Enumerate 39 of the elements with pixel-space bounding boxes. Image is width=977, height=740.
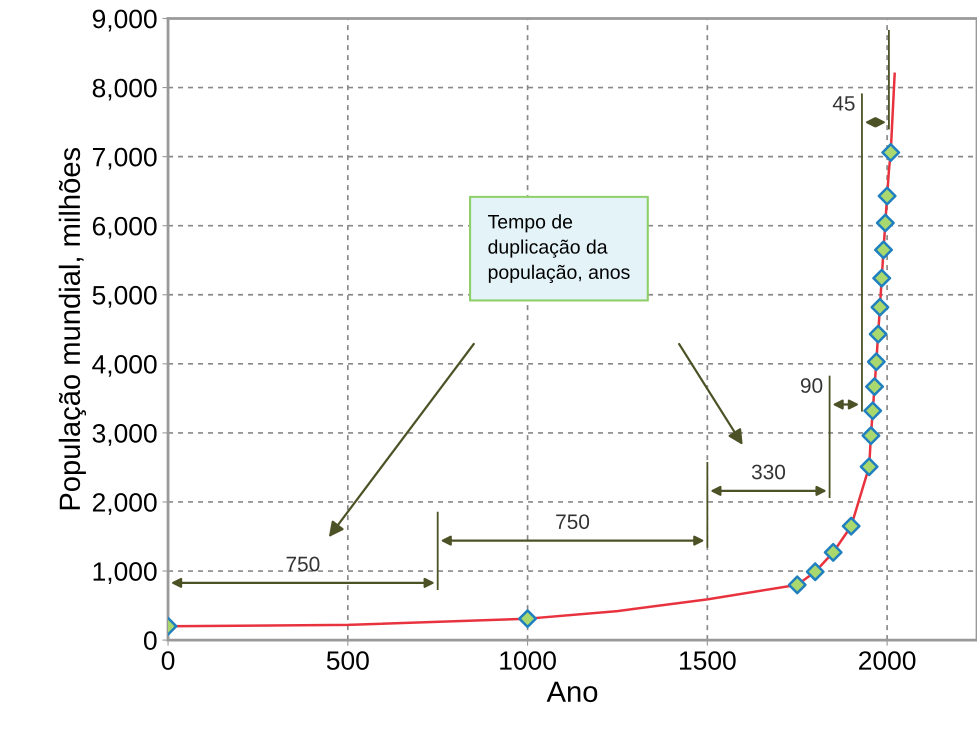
point <box>806 562 825 582</box>
point <box>874 240 893 260</box>
point <box>861 426 880 446</box>
annotation: 90 <box>800 378 822 393</box>
y-tick-label: 1,000 <box>94 562 157 584</box>
x-tick-label: 2000 <box>859 651 916 670</box>
point <box>876 213 895 232</box>
x-tick-label: 1000 <box>500 651 556 670</box>
y-tick-label: 7,000 <box>92 148 157 170</box>
annotation: 330 <box>752 464 786 480</box>
annotation: 45 <box>832 96 855 111</box>
point <box>863 401 882 420</box>
x-axis-title: Ano <box>546 682 598 702</box>
y-tick-label: 0 <box>144 631 157 650</box>
x-tick-label: 0 <box>162 651 174 670</box>
y-tick-label: 4,000 <box>92 354 157 377</box>
y-tick-label: 9,000 <box>92 10 157 32</box>
point <box>788 575 807 594</box>
point <box>878 186 897 206</box>
y-axis-title: População mundial, milhões <box>58 148 86 510</box>
x-tick-label: 500 <box>326 651 369 670</box>
point <box>870 298 890 317</box>
point <box>872 268 892 288</box>
y-tick-label: 6,000 <box>92 216 157 239</box>
x-tick-label: 1500 <box>680 651 736 670</box>
point <box>866 352 886 372</box>
point <box>824 542 843 562</box>
y-tick-label: 3,000 <box>92 424 157 446</box>
y-tick-label: 2,000 <box>92 493 157 515</box>
point <box>881 143 900 162</box>
y-tick-label: 8,000 <box>92 78 157 101</box>
point <box>860 457 879 476</box>
y-tick-label: 5,000 <box>92 286 157 308</box>
annotation: 750 <box>286 556 320 572</box>
point <box>868 324 888 344</box>
point <box>842 516 861 536</box>
point <box>865 377 884 396</box>
annotation: Tempo de duplicação da população, anos <box>488 214 630 283</box>
annotation: 750 <box>556 514 590 530</box>
